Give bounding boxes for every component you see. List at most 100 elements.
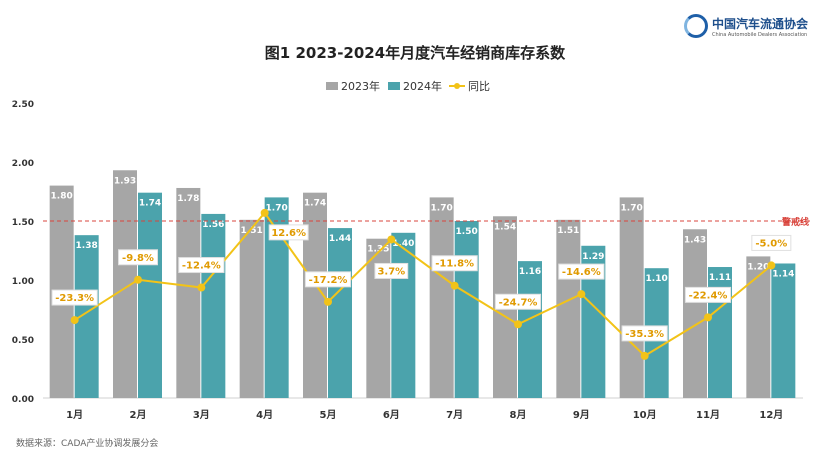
x-tick-label: 4月 (256, 409, 273, 421)
yoy-point (324, 297, 332, 306)
yoy-point (640, 351, 649, 360)
bar-value-label: 1.35 (367, 245, 389, 255)
yoy-label-box (118, 249, 158, 266)
yoy-point (450, 281, 459, 290)
bar-value-label: 1.56 (202, 220, 224, 230)
bar-2023 (619, 197, 644, 398)
yoy-label: -11.8% (435, 259, 474, 270)
bar-value-label: 1.80 (51, 192, 73, 202)
y-tick-label: 0.00 (12, 395, 34, 405)
y-tick-label: 2.50 (12, 100, 34, 110)
bar-value-label: 1.74 (304, 199, 326, 209)
yoy-label-box (374, 262, 409, 279)
x-tick-label: 8月 (510, 409, 527, 421)
yoy-label: -9.8% (122, 253, 154, 264)
yoy-label: -12.4% (182, 261, 221, 272)
bar-value-label: 1.74 (139, 199, 161, 209)
bar-value-label: 1.51 (241, 226, 263, 236)
yoy-point (134, 275, 142, 284)
bar-2023 (683, 229, 707, 398)
bar-value-label: 1.93 (114, 176, 136, 186)
bar-value-label: 1.70 (621, 203, 643, 213)
bar-2023 (176, 187, 201, 398)
bar-value-label: 1.16 (519, 267, 541, 277)
x-tick-label: 3月 (193, 409, 210, 421)
yoy-point (197, 283, 206, 292)
bar-value-label: 1.10 (646, 274, 668, 284)
yoy-label: -5.0% (755, 238, 787, 249)
bar-2024 (391, 232, 416, 398)
legend-swatch-2024 (388, 82, 400, 90)
yoy-label: -24.7% (499, 297, 538, 308)
yoy-point (260, 208, 269, 217)
yoy-label-box (178, 257, 225, 274)
yoy-label: -23.3% (55, 293, 94, 304)
yoy-label: -17.2% (309, 275, 348, 286)
yoy-label-box (558, 263, 605, 280)
yoy-point (70, 316, 79, 325)
logo-name-en: China Automobile Dealers Association (712, 31, 808, 38)
yoy-line (74, 211, 772, 358)
x-tick-label: 10月 (633, 409, 657, 421)
yoy-label: -14.6% (562, 267, 601, 278)
x-tick-label: 2月 (130, 409, 147, 421)
bar-2023 (239, 219, 264, 398)
y-tick-label: 1.00 (12, 277, 34, 287)
yoy-point (577, 290, 586, 299)
data-source: 数据来源：CADA产业协调发展分会 (16, 439, 159, 449)
bar-2024 (454, 221, 479, 398)
bar-2024 (138, 192, 162, 398)
yoy-label-box (621, 325, 668, 342)
legend-label-2023: 2023年 (341, 79, 380, 93)
bar-value-label: 1.51 (557, 226, 579, 236)
yoy-label-box (51, 289, 98, 306)
legend-label-yoy: 同比 (468, 80, 490, 93)
bar-2024 (771, 263, 796, 398)
yoy-label-box (751, 234, 792, 251)
y-tick-label: 0.50 (12, 336, 34, 346)
bar-2024 (201, 213, 226, 398)
x-tick-label: 6月 (383, 409, 400, 421)
yoy-point (704, 313, 712, 322)
yoy-point (767, 261, 776, 270)
y-tick-label: 2.00 (12, 159, 34, 169)
y-tick-label: 1.50 (12, 218, 34, 228)
bar-2023 (746, 256, 771, 398)
bar-value-label: 1.29 (582, 252, 604, 262)
bar-2024 (708, 267, 732, 398)
logo-name-cn: 中国汽车流通协会 (712, 16, 809, 31)
bar-2024 (328, 228, 352, 398)
yoy-label-box (268, 224, 309, 241)
x-tick-label: 11月 (696, 409, 720, 421)
yoy-point (514, 320, 522, 329)
bar-value-label: 1.11 (709, 273, 731, 283)
cada-logo: 中国汽车流通协会 China Automobile Dealers Associ… (684, 14, 808, 38)
x-tick-label: 9月 (573, 409, 590, 421)
warning-line-label: 警戒线 (782, 216, 809, 228)
bar-value-label: 1.70 (431, 203, 453, 213)
bar-value-label: 1.54 (494, 222, 516, 232)
bar-2023 (429, 197, 454, 398)
bar-2024 (518, 261, 542, 398)
yoy-label: -35.3% (625, 329, 664, 340)
x-tick-label: 5月 (320, 409, 337, 421)
bar-value-label: 1.38 (76, 241, 98, 251)
chart-title: 图1 2023-2024年月度汽车经销商库存系数 (264, 44, 566, 62)
bar-value-label: 1.20 (747, 262, 769, 272)
yoy-label-box (431, 255, 478, 272)
bar-value-label: 1.43 (684, 235, 706, 245)
bar-2024 (74, 235, 99, 398)
legend-label-2024: 2024年 (403, 79, 442, 93)
yoy-label: 12.6% (271, 228, 306, 239)
bar-value-label: 1.70 (266, 203, 288, 213)
yoy-label: 3.7% (377, 266, 405, 277)
bar-value-label: 1.78 (177, 194, 199, 204)
bar-2023 (366, 238, 391, 398)
x-tick-label: 1月 (66, 409, 83, 421)
bar-value-label: 1.40 (392, 239, 414, 249)
yoy-label: -22.4% (689, 290, 728, 301)
bar-value-label: 1.50 (456, 227, 478, 237)
bar-value-label: 1.14 (772, 269, 794, 279)
